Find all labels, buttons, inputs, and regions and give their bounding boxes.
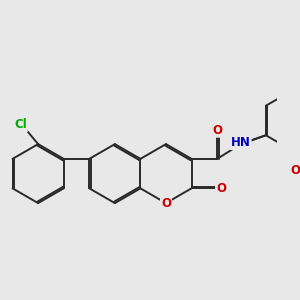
Text: O: O — [290, 164, 300, 177]
Text: Cl: Cl — [14, 118, 27, 131]
Text: HN: HN — [231, 136, 251, 149]
Text: O: O — [212, 124, 222, 137]
Text: O: O — [161, 196, 171, 210]
Text: O: O — [216, 182, 226, 195]
